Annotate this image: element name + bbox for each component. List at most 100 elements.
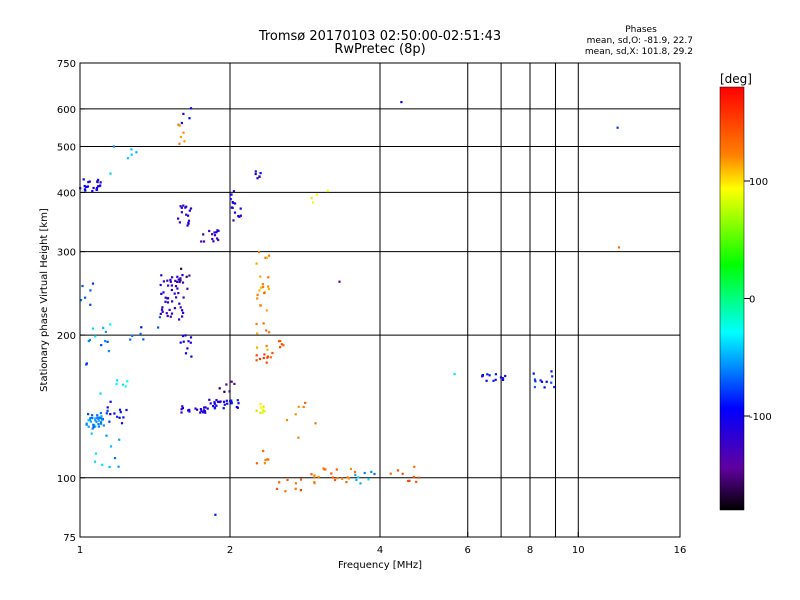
data-point: [284, 490, 287, 493]
data-point: [215, 404, 218, 407]
data-point: [280, 343, 283, 346]
data-point: [92, 426, 95, 429]
data-point: [90, 432, 93, 435]
data-point: [282, 344, 285, 347]
data-point: [255, 262, 258, 265]
data-point: [310, 473, 313, 476]
data-point: [182, 204, 185, 207]
data-point: [285, 419, 289, 422]
data-point: [98, 419, 101, 422]
data-point: [180, 267, 183, 270]
data-point: [181, 281, 185, 284]
data-point: [357, 476, 360, 479]
data-point: [279, 339, 282, 343]
data-point: [268, 331, 271, 334]
data-point: [345, 481, 348, 484]
data-point: [170, 312, 174, 315]
data-point: [302, 405, 305, 409]
data-point: [265, 256, 268, 259]
data-point: [326, 189, 329, 193]
data-point: [265, 361, 268, 364]
data-point: [540, 380, 544, 383]
data-point: [499, 376, 503, 379]
data-point: [186, 347, 189, 350]
data-point: [347, 477, 350, 480]
data-point: [179, 277, 182, 280]
data-point: [91, 427, 94, 430]
data-point: [176, 280, 179, 283]
data-point: [259, 275, 262, 278]
data-point: [100, 416, 103, 420]
data-point: [196, 408, 199, 411]
data-point: [91, 327, 95, 330]
data-point: [88, 418, 91, 421]
axis-ticks: [79, 62, 681, 538]
data-point: [182, 311, 185, 314]
data-point: [269, 356, 272, 359]
data-point: [117, 465, 120, 468]
x-tick-label: 8: [527, 545, 533, 556]
data-point: [180, 408, 183, 411]
data-point: [299, 478, 303, 481]
data-point: [187, 340, 190, 343]
data-point: [239, 207, 242, 210]
data-point: [100, 415, 103, 418]
data-point: [533, 386, 536, 389]
data-point: [213, 231, 216, 234]
data-point: [275, 487, 279, 490]
data-point: [543, 386, 546, 389]
data-point: [181, 334, 185, 338]
y-tick-label: 75: [63, 533, 76, 544]
data-point: [261, 411, 264, 414]
data-point: [94, 335, 97, 338]
data-point: [100, 344, 103, 347]
data-point: [504, 374, 507, 378]
data-point: [121, 383, 124, 386]
data-point: [208, 229, 211, 233]
data-point: [106, 406, 109, 409]
data-point: [94, 425, 97, 428]
data-point: [89, 303, 92, 306]
data-point: [259, 304, 262, 307]
data-point: [85, 185, 88, 188]
data-point: [417, 476, 420, 479]
data-point: [180, 121, 183, 125]
data-point: [130, 148, 133, 151]
data-point: [188, 410, 191, 413]
data-point: [171, 276, 174, 279]
data-point: [202, 409, 206, 412]
data-point: [184, 334, 187, 337]
data-point: [199, 411, 202, 414]
data-point: [199, 408, 202, 411]
data-point: [99, 422, 103, 425]
data-point: [79, 299, 83, 302]
data-point: [140, 326, 143, 329]
data-point: [126, 157, 130, 160]
data-point: [108, 420, 111, 423]
data-point: [185, 275, 188, 278]
data-point: [222, 407, 225, 410]
data-point: [533, 378, 536, 381]
data-point: [481, 374, 484, 377]
data-point: [85, 362, 88, 365]
data-point: [95, 188, 99, 191]
x-tick-label: 4: [377, 545, 383, 556]
data-point: [492, 379, 495, 382]
data-point: [94, 419, 97, 422]
data-point: [87, 425, 90, 428]
data-point: [167, 284, 170, 287]
data-point: [359, 482, 362, 485]
data-point: [99, 181, 102, 184]
data-point: [211, 237, 214, 241]
plot-area: [79, 62, 681, 538]
data-point: [169, 315, 172, 318]
data-point: [413, 465, 416, 468]
data-point: [201, 411, 205, 414]
data-point: [264, 459, 267, 462]
data-point: [91, 190, 94, 193]
data-point: [211, 233, 214, 236]
data-point: [105, 412, 108, 415]
data-point: [494, 378, 497, 381]
data-point: [81, 284, 84, 288]
data-point: [160, 274, 163, 277]
